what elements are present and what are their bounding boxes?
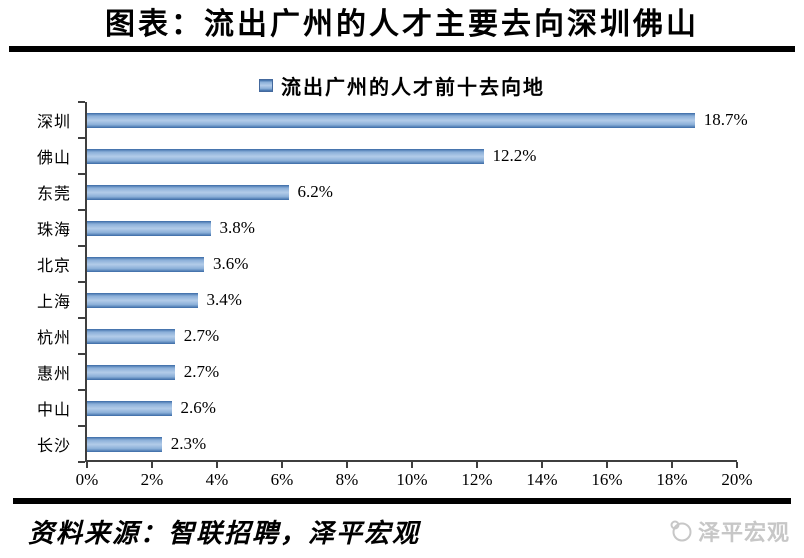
bar [87,292,198,308]
source-note: 资料来源：智联招聘，泽平宏观 [28,519,421,548]
x-axis-tick-label: 16% [591,470,623,489]
value-label: 3.8% [219,218,255,237]
category-label: 东莞 [36,186,71,203]
x-axis-tick [216,462,218,468]
y-axis-tick [78,281,85,283]
bar-row: 东莞 6.2% [37,174,737,210]
y-axis-tick [78,245,85,247]
watermark-logo: 泽平宏观 [669,515,790,547]
x-axis-tick [281,462,283,468]
x-axis-tick-label: 2% [140,470,164,489]
bar-row: 惠州 2.7% [37,354,737,390]
bar [87,112,695,128]
x-axis-tick [86,462,88,468]
bar-row: 杭州 2.7% [37,318,737,354]
x-axis-tick-label: 18% [656,470,688,489]
y-axis-tick [78,137,85,139]
value-label: 18.7% [703,110,748,129]
x-axis-tick-label: 6% [270,470,294,489]
value-label: 2.7% [183,362,220,381]
y-axis-tick [78,425,85,427]
top-rule [9,46,795,52]
legend-label: 流出广州的人才前十去向地 [281,76,545,99]
plot-area: 深圳 18.7% 佛山 12.2% 东莞 6.2% 珠海 3.8% 北京 3.6% 上海 3.4% 杭州… [37,101,753,489]
bar-row: 长沙 2.3% [37,426,737,462]
legend-swatch [259,78,273,92]
value-label: 3.6% [213,254,249,273]
figure-title: 图表：流出广州的人才主要去向深圳佛山 [105,8,699,41]
watermark-text: 泽平宏观 [697,520,790,545]
y-axis-tick [78,317,85,319]
x-axis-tick-label: 10% [396,470,428,489]
value-label: 2.7% [183,326,220,345]
bar-row: 佛山 12.2% [37,138,737,174]
x-axis-tick [606,462,608,468]
category-label: 深圳 [36,114,71,131]
category-label: 杭州 [36,330,71,347]
bar-row: 中山 2.6% [37,390,737,426]
value-label: 3.4% [206,290,242,309]
category-label: 北京 [36,258,71,275]
x-axis-tick-label: 4% [205,470,229,489]
chart-figure: 图表：流出广州的人才主要去向深圳佛山 流出广州的人才前十去向地 深圳 18.7% 佛… [0,6,804,558]
bar [87,400,172,416]
bar-row: 北京 3.6% [37,246,737,282]
bar-rows: 深圳 18.7% 佛山 12.2% 东莞 6.2% 珠海 3.8% 北京 3.6% 上海 3.4% 杭州… [37,102,748,462]
x-axis-tick [736,462,738,468]
bar [87,328,175,344]
y-axis-tick [78,101,85,103]
bar [87,364,175,380]
x-axis-tick-label: 8% [335,470,359,489]
bar [87,256,204,272]
x-axis-tick [541,462,543,468]
y-axis-tick [78,209,85,211]
x-axis-tick [411,462,413,468]
value-label: 2.3% [170,434,207,453]
footer: 资料来源：智联招聘，泽平宏观 泽平宏观 [0,504,804,550]
y-axis-tick [78,389,85,391]
value-label: 12.2% [492,146,537,165]
value-label: 2.6% [180,398,216,417]
category-label: 惠州 [36,366,71,383]
category-label: 中山 [36,402,71,419]
category-label: 佛山 [36,150,71,167]
x-axis-tick [671,462,673,468]
bar [87,220,211,236]
bar-row: 珠海 3.8% [37,210,737,246]
x-axis-tick [476,462,478,468]
x-axis-tick [151,462,153,468]
bar [87,184,289,200]
bar-row: 上海 3.4% [37,282,737,318]
x-axis-tick [346,462,348,468]
value-label: 6.2% [297,182,333,201]
chart-legend: 流出广州的人才前十去向地 [0,74,804,99]
y-axis-tick [78,353,85,355]
bar [87,148,484,164]
bar [87,436,162,452]
x-axis-tick-label: 0% [75,470,99,489]
bottom-rule [13,498,791,504]
x-axis-tick-label: 20% [721,470,753,489]
y-axis-tick [78,173,85,175]
bar-row: 深圳 18.7% [37,102,748,138]
category-label: 长沙 [36,438,71,455]
zeping-logo-icon [670,520,692,542]
category-label: 珠海 [36,222,71,239]
category-label: 上海 [36,294,71,311]
y-axis-tick [78,461,85,463]
x-axis-tick-label: 12% [461,470,493,489]
x-axis-tick-label: 14% [526,470,558,489]
